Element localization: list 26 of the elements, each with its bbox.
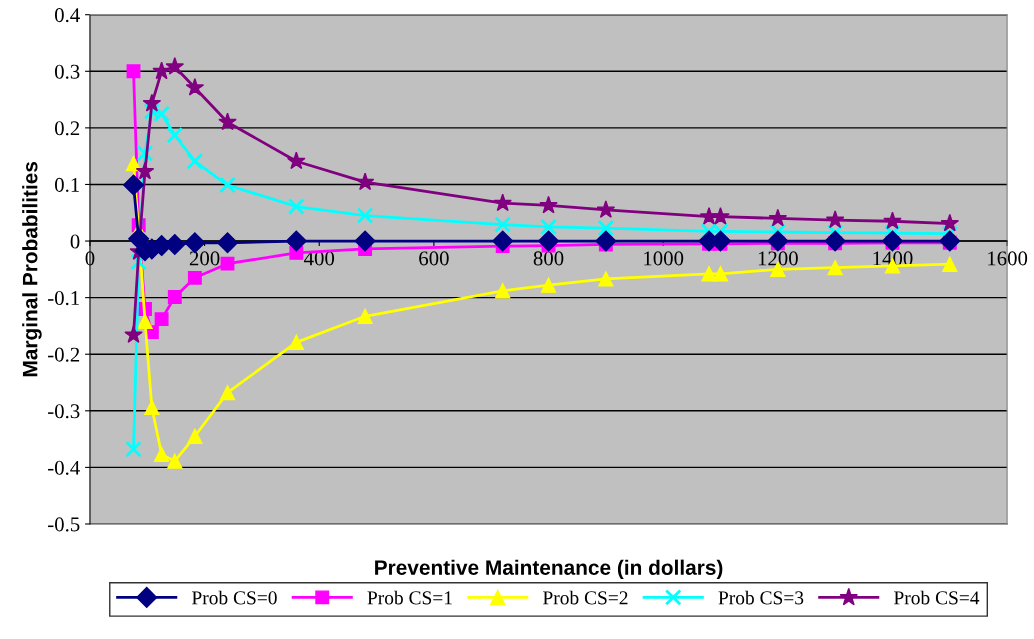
x-tick-label: 1600 <box>988 251 1028 266</box>
legend-label: Prob CS=4 <box>894 590 980 605</box>
y-tick-label: -0.2 <box>48 347 80 362</box>
y-axis-title: Marginal Probabilities <box>22 161 42 377</box>
x-tick-label: 600 <box>419 251 449 266</box>
y-tick-label: -0.5 <box>48 517 80 532</box>
y-tick-label: -0.3 <box>48 404 80 419</box>
y-tick-label: 0.4 <box>54 8 80 23</box>
x-tick-label: 1400 <box>873 251 913 266</box>
x-axis-title: Preventive Maintenance (in dollars) <box>375 559 723 580</box>
y-tick-label: 0.1 <box>54 177 79 192</box>
y-tick-label: 0.3 <box>54 64 80 79</box>
legend-label: Prob CS=3 <box>718 590 804 605</box>
x-tick-label: 400 <box>304 251 335 266</box>
x-tick-label: 200 <box>189 251 220 266</box>
x-tick-label: 1000 <box>644 251 684 266</box>
legend-label: Prob CS=0 <box>191 590 277 605</box>
legend-label: Prob CS=1 <box>367 590 452 605</box>
x-tick-label: 0 <box>85 251 95 266</box>
x-tick-label: 1200 <box>758 251 798 266</box>
y-tick-label: -0.1 <box>48 291 79 306</box>
x-tick-label: 800 <box>533 251 564 266</box>
y-tick-label: 0 <box>70 234 80 249</box>
legend-label: Prob CS=2 <box>543 590 628 605</box>
y-tick-label: -0.4 <box>48 460 80 475</box>
y-tick-label: 0.2 <box>54 121 80 136</box>
